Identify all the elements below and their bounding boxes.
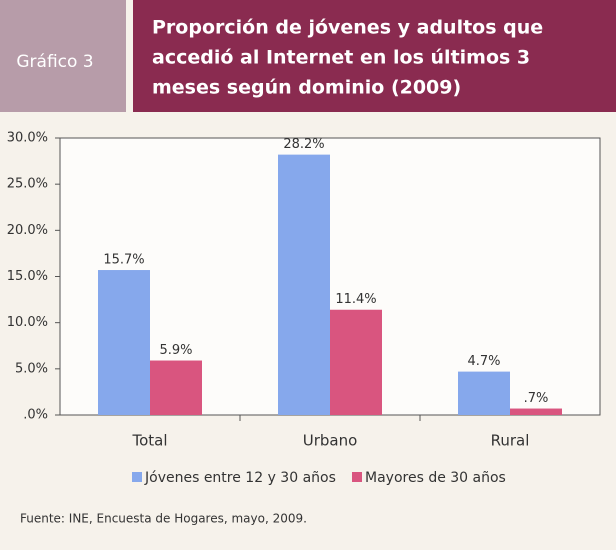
chart-title: Proporción de jóvenes y adultos que — [152, 17, 543, 39]
legend-swatch — [352, 472, 362, 482]
x-tick-label: Urbano — [303, 432, 358, 450]
value-label: .7% — [524, 391, 549, 406]
source: Fuente: INE, Encuesta de Hogares, mayo, … — [20, 512, 307, 526]
y-tick-label: .0% — [23, 408, 48, 423]
bar — [150, 360, 202, 415]
y-tick-label: 20.0% — [7, 223, 48, 238]
value-label: 28.2% — [283, 137, 324, 152]
bar — [330, 309, 382, 415]
y-tick-label: 30.0% — [7, 131, 48, 146]
y-tick-label: 10.0% — [7, 315, 48, 330]
y-tick-label: 5.0% — [15, 361, 48, 376]
chart-title: accedió al Internet en los últimos 3 — [152, 47, 530, 69]
value-label: 4.7% — [467, 354, 500, 369]
bar — [278, 154, 330, 415]
title-box — [133, 0, 616, 112]
x-tick-label: Total — [131, 432, 167, 450]
bar — [510, 408, 562, 415]
chart-label: Gráfico 3 — [16, 52, 93, 72]
value-label: 5.9% — [159, 343, 192, 358]
value-label: 11.4% — [335, 292, 376, 307]
legend-label: Jóvenes entre 12 y 30 años — [144, 470, 336, 486]
chart-title: meses según dominio (2009) — [152, 77, 461, 99]
y-tick-label: 25.0% — [7, 177, 48, 192]
bar — [458, 371, 510, 415]
legend-swatch — [132, 472, 142, 482]
y-tick-label: 15.0% — [7, 269, 48, 284]
label-box — [0, 0, 126, 112]
value-label: 15.7% — [103, 253, 144, 268]
x-tick-label: Rural — [491, 432, 530, 450]
legend-label: Mayores de 30 años — [365, 470, 506, 486]
bar — [98, 270, 150, 415]
